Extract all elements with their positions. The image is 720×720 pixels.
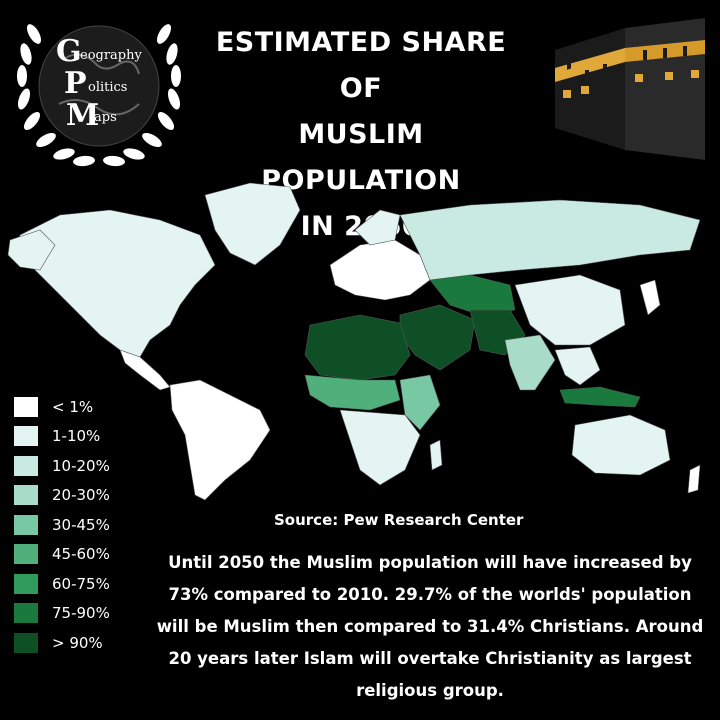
legend-swatch <box>14 396 38 417</box>
russia-region <box>399 199 701 281</box>
legend-item: 75-90% <box>14 599 110 629</box>
legend-swatch <box>14 455 38 476</box>
legend-label: 30-45% <box>52 515 110 534</box>
legend-label: < 1% <box>52 397 94 416</box>
legend-item: 45-60% <box>14 540 110 570</box>
australia-region <box>571 414 671 476</box>
legend-label: 20-30% <box>52 486 110 505</box>
legend-swatch <box>14 544 38 565</box>
southern-africa-region <box>339 409 421 486</box>
legend-item: 30-45% <box>14 510 110 540</box>
europe-region <box>329 239 431 301</box>
world-map <box>7 182 701 501</box>
legend-item: 10-20% <box>14 451 110 481</box>
legend-item: 1-10% <box>14 422 110 452</box>
southeast-asia-region <box>554 346 601 386</box>
central-asia-region <box>429 274 516 316</box>
india-region <box>504 334 556 391</box>
central-america-region <box>119 349 171 391</box>
legend-item: > 90% <box>14 628 110 658</box>
east-africa-region <box>399 374 441 431</box>
legend-item: 20-30% <box>14 481 110 511</box>
gpm-logo: G eography P olitics M aps <box>4 4 194 174</box>
legend-swatch <box>14 603 38 624</box>
logo-letter-m: M <box>66 98 100 133</box>
map-legend: < 1% 1-10% 10-20% 20-30% 30-45% 45-60% 6… <box>14 392 110 658</box>
north-africa-region <box>304 314 411 381</box>
title-line-2: MUSLIM POPULATION <box>261 119 461 196</box>
legend-label: 1-10% <box>52 427 101 446</box>
south-america-region <box>169 379 271 501</box>
logo-letter-p: P <box>64 66 87 101</box>
legend-swatch <box>14 514 38 535</box>
middle-east-region <box>399 304 476 371</box>
laurel-wreath-icon <box>17 24 181 167</box>
alaska-region <box>7 229 56 271</box>
kaaba-icon <box>555 18 705 160</box>
logo-word-maps: aps <box>94 110 117 125</box>
legend-item: 60-75% <box>14 569 110 599</box>
source-credit: Source: Pew Research Center <box>274 511 524 529</box>
china-region <box>514 274 626 346</box>
legend-item: < 1% <box>14 392 110 422</box>
legend-swatch <box>14 426 38 447</box>
japan-region <box>639 279 661 316</box>
logo-letter-g: G <box>56 34 82 69</box>
legend-label: 60-75% <box>52 574 110 593</box>
logo-word-politics: olitics <box>88 80 128 95</box>
legend-label: 45-60% <box>52 545 110 564</box>
legend-swatch <box>14 632 38 653</box>
greenland-region <box>204 182 301 266</box>
scandinavia-region <box>354 209 401 246</box>
north-america-region <box>14 209 216 358</box>
legend-label: 10-20% <box>52 456 110 475</box>
new-zealand-region <box>687 464 701 494</box>
legend-swatch <box>14 485 38 506</box>
legend-label: 75-90% <box>52 604 110 623</box>
description-text: Until 2050 the Muslim population will ha… <box>156 553 704 700</box>
legend-swatch <box>14 573 38 594</box>
title-line-1: ESTIMATED SHARE OF <box>215 27 507 104</box>
legend-label: > 90% <box>52 633 103 652</box>
madagascar-region <box>429 439 443 471</box>
west-africa-region <box>304 374 401 411</box>
logo-word-geography: eography <box>80 48 142 63</box>
indonesia-region <box>559 386 641 408</box>
